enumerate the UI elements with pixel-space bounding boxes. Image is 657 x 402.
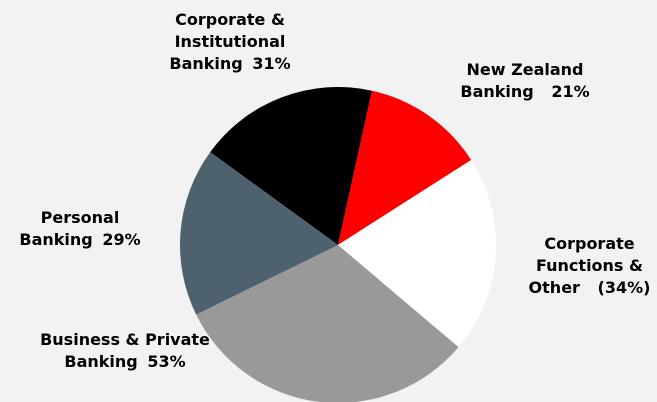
pie-slice: [338, 90, 472, 245]
pie-slice: [338, 159, 497, 348]
category-name: Corporate Functions & Other: [528, 234, 643, 297]
slice-label: Business & Private Banking 53%: [40, 329, 210, 373]
value-label: 53%: [147, 352, 186, 371]
value-label: 21%: [551, 82, 590, 101]
slice-label: New Zealand Banking 21%: [455, 59, 595, 103]
category-name: Corporate & Institutional Banking: [169, 10, 286, 73]
category-name: Personal Banking: [19, 208, 120, 249]
category-name: New Zealand Banking: [460, 60, 584, 101]
value-label: (34%): [597, 278, 651, 297]
slice-label: Personal Banking 29%: [15, 207, 145, 251]
pie-slice: [196, 245, 459, 402]
slice-label: Corporate & Institutional Banking 31%: [155, 9, 305, 75]
category-name: Business & Private Banking: [40, 330, 210, 371]
value-label: 31%: [252, 54, 291, 73]
pie-slice: [179, 152, 338, 315]
slice-label: Corporate Functions & Other (34%): [522, 233, 657, 299]
value-label: 29%: [102, 230, 141, 249]
pie-slice: [210, 87, 373, 246]
